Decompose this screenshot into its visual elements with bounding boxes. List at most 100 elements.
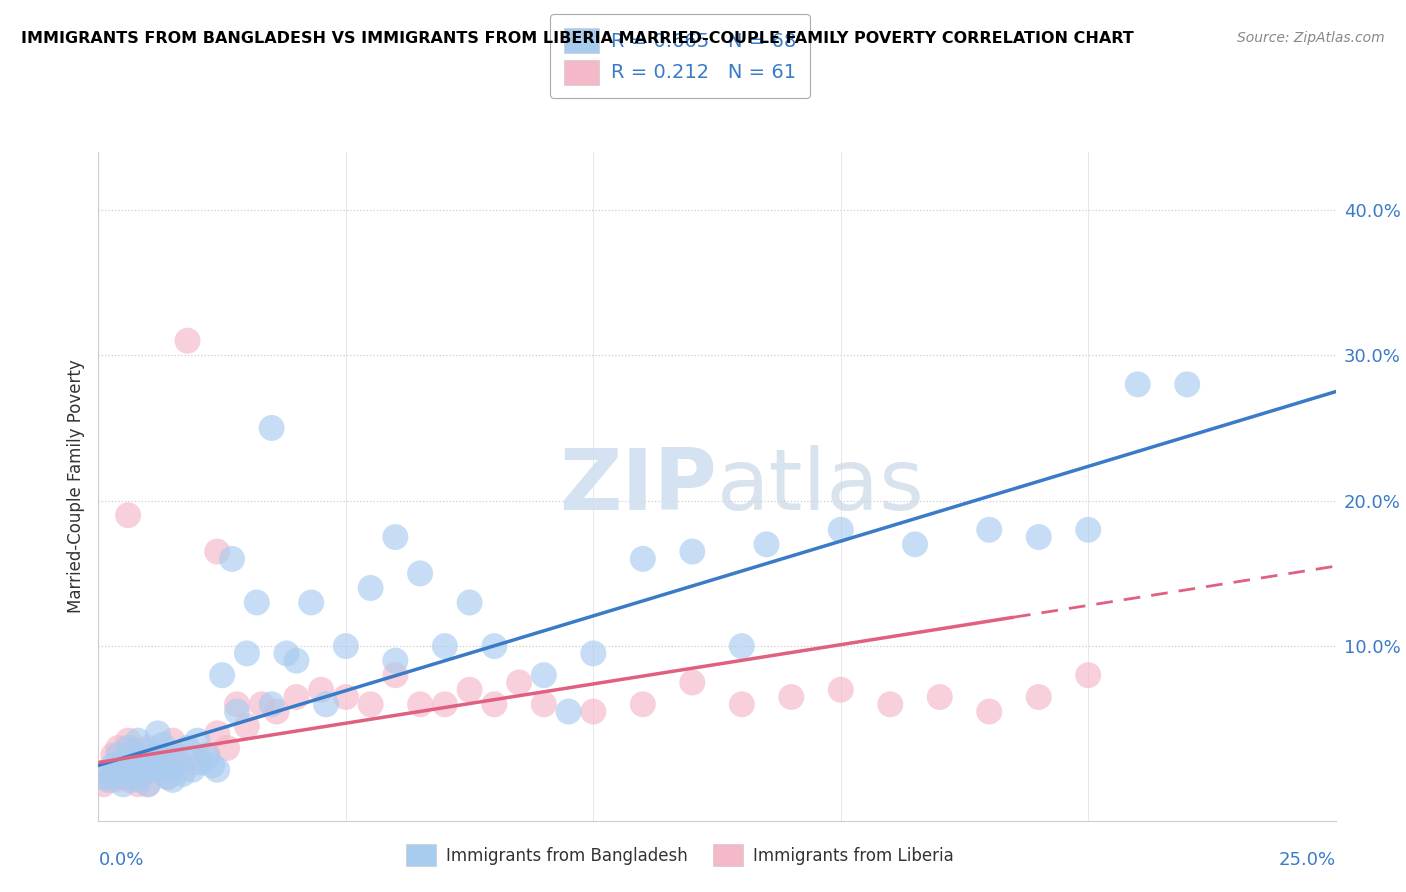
Point [879,698,901,712]
Point [156,770,179,784]
Point [146,758,169,772]
Point [1028,690,1050,704]
Point [631,698,654,712]
Point [681,675,703,690]
Text: ZIP: ZIP [560,444,717,528]
Point [508,675,530,690]
Point [152,738,174,752]
Point [409,698,432,712]
Point [127,777,149,791]
Point [107,763,129,777]
Point [236,646,259,660]
Point [117,772,139,787]
Point [122,744,145,758]
Point [335,639,357,653]
Point [117,770,139,784]
Point [122,753,145,767]
Point [93,770,115,784]
Point [360,698,382,712]
Point [211,668,233,682]
Point [458,682,481,697]
Point [152,763,174,777]
Point [162,772,184,787]
Point [186,756,208,770]
Point [979,523,1001,537]
Point [285,654,308,668]
Point [112,770,135,784]
Point [830,523,852,537]
Point [384,654,406,668]
Point [533,698,555,712]
Point [112,756,135,770]
Point [205,544,228,558]
Point [107,763,129,777]
Point [236,719,259,733]
Text: Source: ZipAtlas.com: Source: ZipAtlas.com [1237,31,1385,45]
Point [172,767,194,781]
Point [103,758,125,772]
Point [127,772,149,787]
Point [458,595,481,609]
Point [127,763,149,777]
Text: 25.0%: 25.0% [1278,851,1336,869]
Point [162,758,184,772]
Y-axis label: Married-Couple Family Poverty: Married-Couple Family Poverty [66,359,84,613]
Point [928,690,950,704]
Point [132,767,155,781]
Point [276,646,298,660]
Point [181,763,204,777]
Point [533,668,555,682]
Point [285,690,308,704]
Point [226,705,249,719]
Point [360,581,382,595]
Point [103,767,125,781]
Point [136,740,159,755]
Point [172,763,194,777]
Text: IMMIGRANTS FROM BANGLADESH VS IMMIGRANTS FROM LIBERIA MARRIED-COUPLE FAMILY POVE: IMMIGRANTS FROM BANGLADESH VS IMMIGRANTS… [21,31,1133,46]
Point [631,552,654,566]
Point [176,334,198,348]
Point [146,748,169,763]
Point [335,690,357,704]
Point [176,740,198,755]
Point [195,748,218,763]
Point [904,537,927,551]
Text: atlas: atlas [717,444,925,528]
Point [731,698,754,712]
Point [433,639,456,653]
Point [315,698,337,712]
Point [979,705,1001,719]
Point [582,646,605,660]
Point [112,777,135,791]
Point [162,733,184,747]
Point [107,748,129,763]
Point [136,756,159,770]
Point [205,763,228,777]
Point [246,595,269,609]
Point [1077,523,1099,537]
Point [117,740,139,755]
Point [166,748,188,763]
Point [195,748,218,763]
Point [166,756,188,770]
Point [117,733,139,747]
Point [384,530,406,544]
Point [681,544,703,558]
Point [1175,377,1198,392]
Point [156,770,179,784]
Point [260,698,283,712]
Point [97,772,120,787]
Point [122,748,145,763]
Point [103,772,125,787]
Point [830,682,852,697]
Point [582,705,605,719]
Point [433,698,456,712]
Point [780,690,803,704]
Point [484,639,506,653]
Point [191,756,214,770]
Point [260,421,283,435]
Point [266,705,288,719]
Point [186,733,208,747]
Point [117,508,139,523]
Legend: Immigrants from Bangladesh, Immigrants from Liberia: Immigrants from Bangladesh, Immigrants f… [399,838,960,872]
